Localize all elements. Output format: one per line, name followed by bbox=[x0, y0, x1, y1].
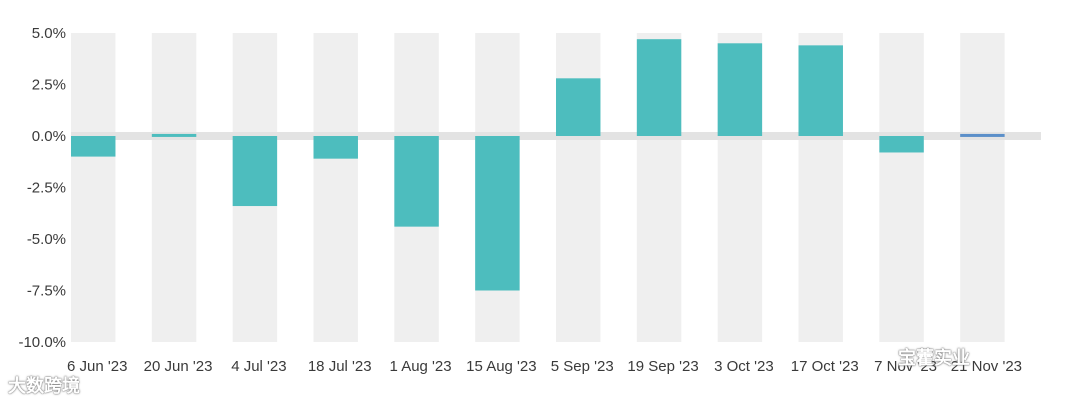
grid-band bbox=[313, 33, 358, 342]
y-tick-label: -10.0% bbox=[18, 334, 66, 351]
x-tick-label: 1 Aug '23 bbox=[390, 358, 452, 375]
y-axis-labels: 5.0% 2.5% 0.0% -2.5% -5.0% -7.5% -10.0% bbox=[18, 25, 66, 351]
y-tick-label: 2.5% bbox=[32, 77, 66, 94]
y-tick-label: -5.0% bbox=[27, 231, 66, 248]
bar bbox=[879, 136, 924, 153]
bar bbox=[151, 133, 197, 137]
y-tick-label: 5.0% bbox=[32, 25, 66, 42]
x-tick-label: 6 Jun '23 bbox=[67, 358, 127, 375]
x-tick-label: 17 Oct '23 bbox=[791, 358, 859, 375]
bar bbox=[556, 78, 601, 136]
x-axis-labels: 6 Jun '23 20 Jun '23 4 Jul '23 18 Jul '23 1 … bbox=[67, 358, 1022, 375]
bar bbox=[71, 136, 116, 157]
x-tick-label: 18 Jul '23 bbox=[308, 358, 372, 375]
bar bbox=[717, 43, 763, 136]
bar bbox=[960, 133, 1005, 137]
y-tick-label: -2.5% bbox=[27, 180, 66, 197]
y-tick-label: 0.0% bbox=[32, 128, 66, 145]
grid-band bbox=[71, 33, 116, 342]
grid-band bbox=[151, 33, 197, 342]
grid-band bbox=[960, 33, 1005, 342]
x-tick-label: 15 Aug '23 bbox=[466, 358, 536, 375]
x-tick-label: 7 Nov '23 bbox=[874, 358, 937, 375]
x-tick-label: 19 Sep '23 bbox=[627, 358, 698, 375]
x-tick-label: 5 Sep '23 bbox=[551, 358, 614, 375]
y-tick-label: -7.5% bbox=[27, 283, 66, 300]
bar bbox=[232, 136, 278, 207]
x-tick-label: 4 Jul '23 bbox=[231, 358, 286, 375]
x-tick-label: 3 Oct '23 bbox=[714, 358, 774, 375]
bars bbox=[71, 39, 1005, 291]
grid-band bbox=[879, 33, 924, 342]
bar bbox=[798, 45, 843, 136]
x-tick-label: 21 Nov '23 bbox=[951, 358, 1022, 375]
watermark-right: 宝藿实业 bbox=[898, 348, 970, 369]
bar bbox=[394, 136, 439, 227]
x-tick-label: 20 Jun '23 bbox=[144, 358, 213, 375]
bar bbox=[313, 136, 358, 159]
watermark-left: 大数跨境 bbox=[8, 376, 80, 397]
bar bbox=[636, 39, 682, 136]
bar bbox=[475, 136, 520, 291]
